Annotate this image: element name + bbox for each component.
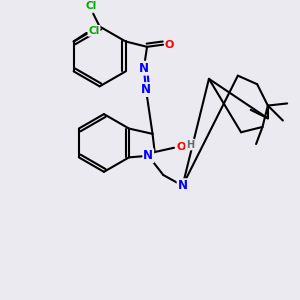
Text: Cl: Cl xyxy=(88,26,100,36)
Text: H: H xyxy=(186,140,194,150)
Text: N: N xyxy=(143,149,153,162)
Text: Cl: Cl xyxy=(85,1,97,11)
Text: N: N xyxy=(141,83,151,96)
Text: N: N xyxy=(178,179,188,192)
Text: N: N xyxy=(139,62,149,75)
Text: O: O xyxy=(177,142,186,152)
Text: O: O xyxy=(165,40,174,50)
